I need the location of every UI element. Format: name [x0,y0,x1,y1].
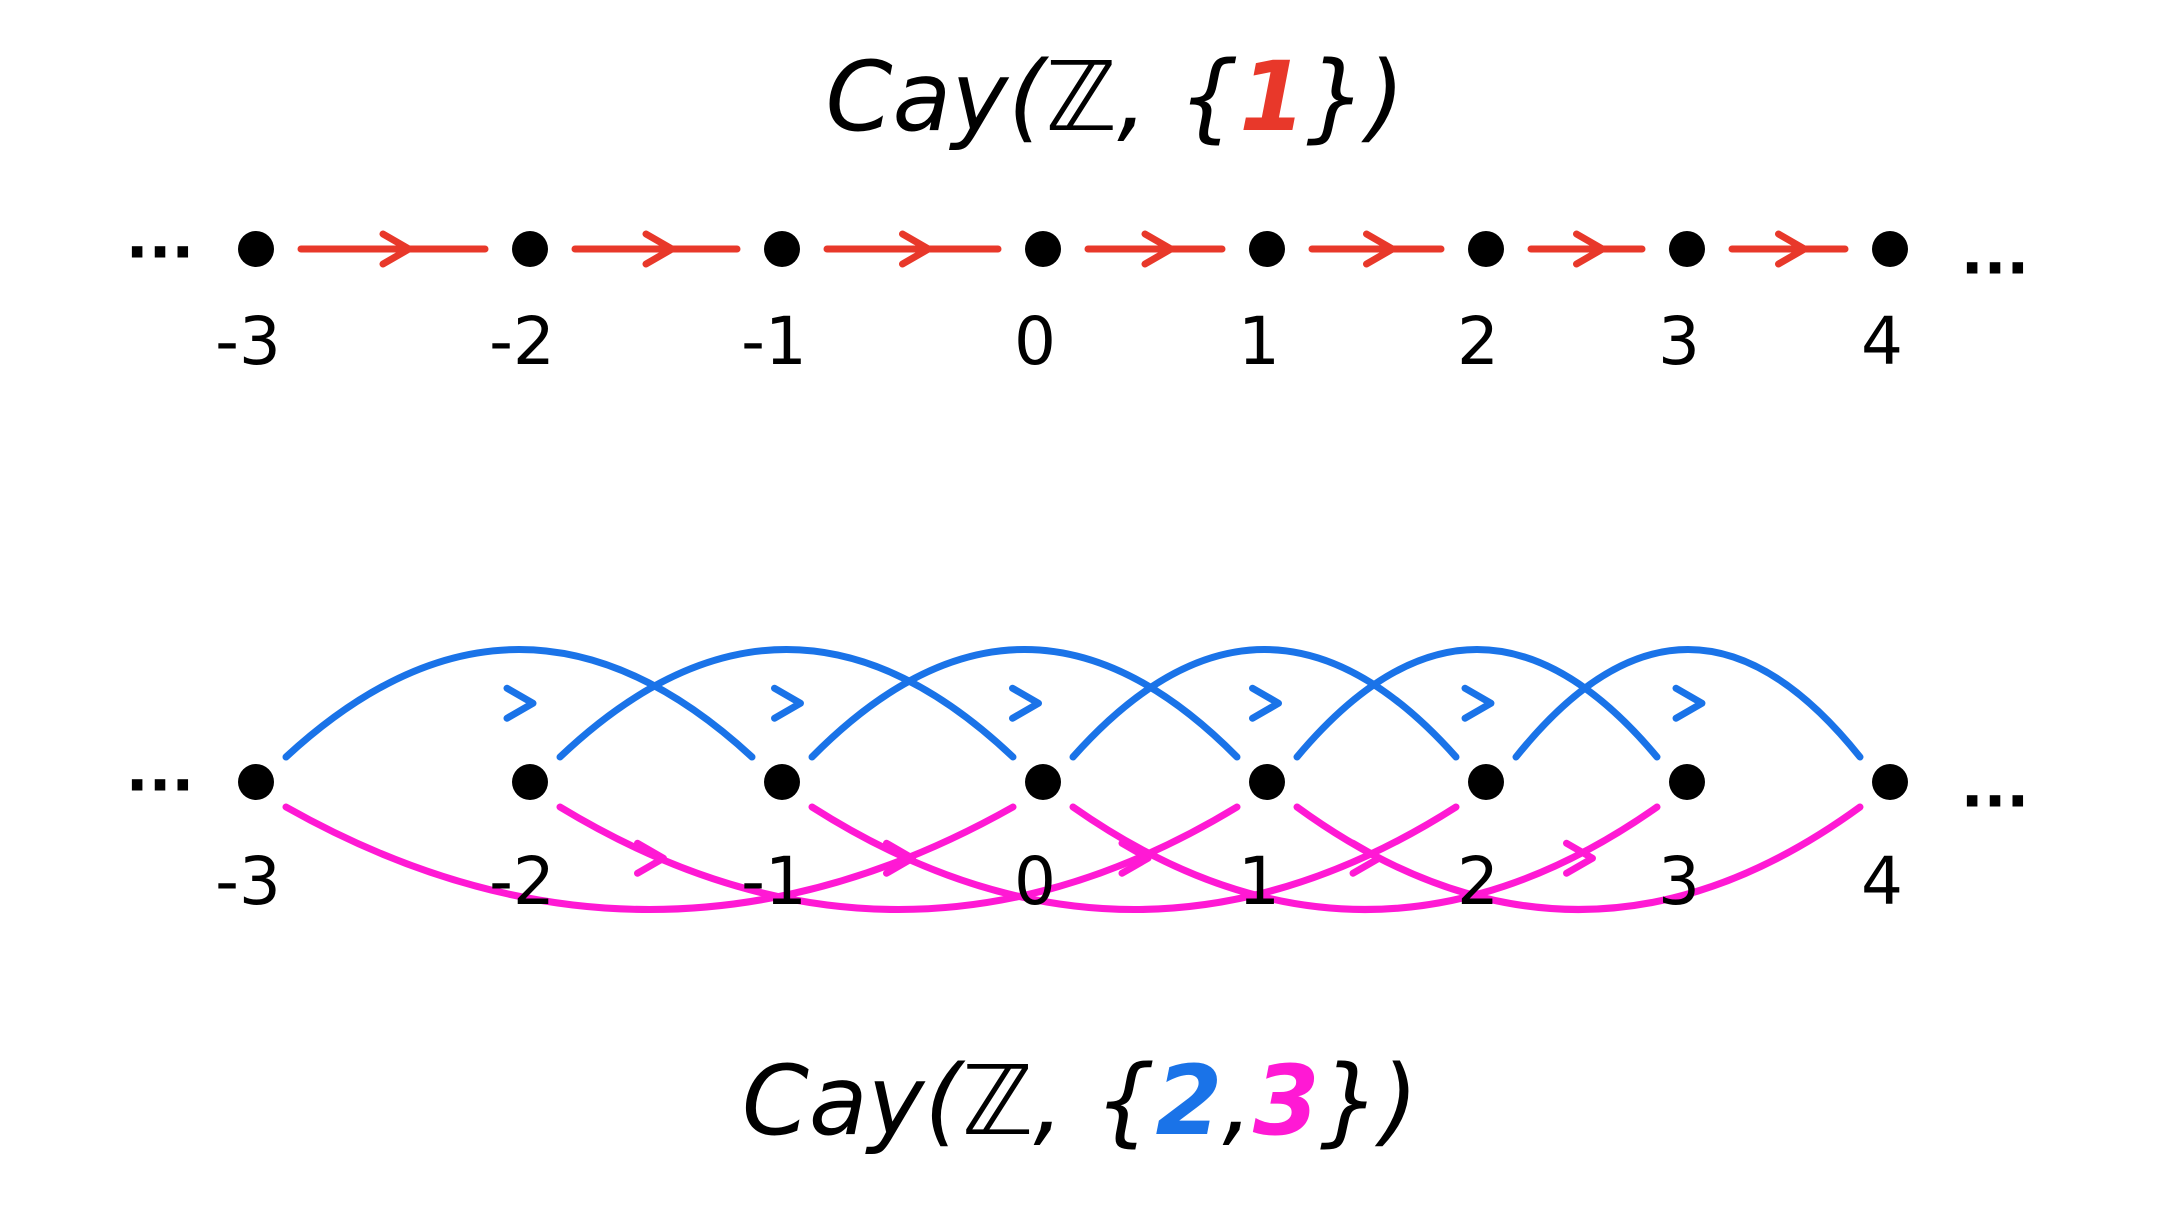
node [1872,231,1908,267]
node [512,231,548,267]
node [512,764,548,800]
node-label: 1 [1238,843,1280,920]
arrow-head [1672,684,1706,722]
edge [1293,646,1661,761]
title-suffix: }) [1320,1045,1419,1157]
node-label: 3 [1658,843,1700,920]
node-label: 0 [1014,843,1056,920]
node-label: -2 [489,303,555,380]
node [1249,764,1285,800]
arrow-head [1775,230,1808,268]
node-label: 3 [1658,303,1700,380]
title-generator: 3 [1253,1045,1320,1157]
cayley-graph: Cay(ℤ, {2,3})-3 -2 -1 0 1 2 3 4...... [126,646,2029,1157]
node-label: 1 [1238,303,1280,380]
graph-title: Cay(ℤ, {2,3}) [742,1045,1418,1157]
title-prefix: Cay(ℤ, { [742,1045,1156,1157]
arrow-head [642,230,676,268]
node-label: -2 [489,843,555,920]
arrow-head [1461,684,1495,722]
node-label: 2 [1457,843,1499,920]
arrow-head [1363,230,1396,268]
arrow-head [1563,839,1596,877]
node-label: 0 [1014,303,1056,380]
edge [1069,803,1661,913]
edge [808,803,1460,913]
node [764,231,800,267]
edge [1293,803,1864,913]
arrow-head [1573,230,1606,268]
node [1249,231,1285,267]
node-label: -1 [741,303,807,380]
ellipsis: ... [126,736,194,806]
node-label: 4 [1861,843,1903,920]
title-prefix: Cay(ℤ, { [825,41,1239,153]
edge [808,646,1241,761]
node [1872,764,1908,800]
node [1669,231,1705,267]
arrow-head [503,684,537,722]
node [1025,231,1061,267]
node [1468,231,1504,267]
node-label: 2 [1457,303,1499,380]
cayley-graph: Cay(ℤ, {1})-3 -2 -1 0 1 2 3 4...... [126,41,2029,380]
arrow-head [1141,230,1175,268]
ellipsis: ... [1961,219,2029,289]
arrow-head [1249,684,1282,722]
arrow-head [771,684,804,722]
node [1468,764,1504,800]
edge [556,646,1017,761]
node [238,231,274,267]
node [238,764,274,800]
arrow-head [379,230,413,268]
edge [1512,646,1864,761]
arrow-head [1118,839,1152,877]
title-generator: 1 [1239,41,1306,153]
node [1025,764,1061,800]
ellipsis: ... [1961,752,2029,822]
edge [282,646,756,761]
ellipsis: ... [126,203,194,273]
title-separator: , [1222,1045,1253,1157]
arrow-head [1009,684,1042,722]
node-label: 4 [1861,303,1903,380]
title-suffix: }) [1306,41,1405,153]
edge [1069,646,1460,761]
node [1669,764,1705,800]
node-label: -3 [215,303,281,380]
arrow-head [899,230,932,268]
title-generator: 2 [1156,1045,1223,1157]
node [764,764,800,800]
graph-title: Cay(ℤ, {1}) [825,41,1404,153]
node-label: -1 [741,843,807,920]
node-label: -3 [215,843,281,920]
